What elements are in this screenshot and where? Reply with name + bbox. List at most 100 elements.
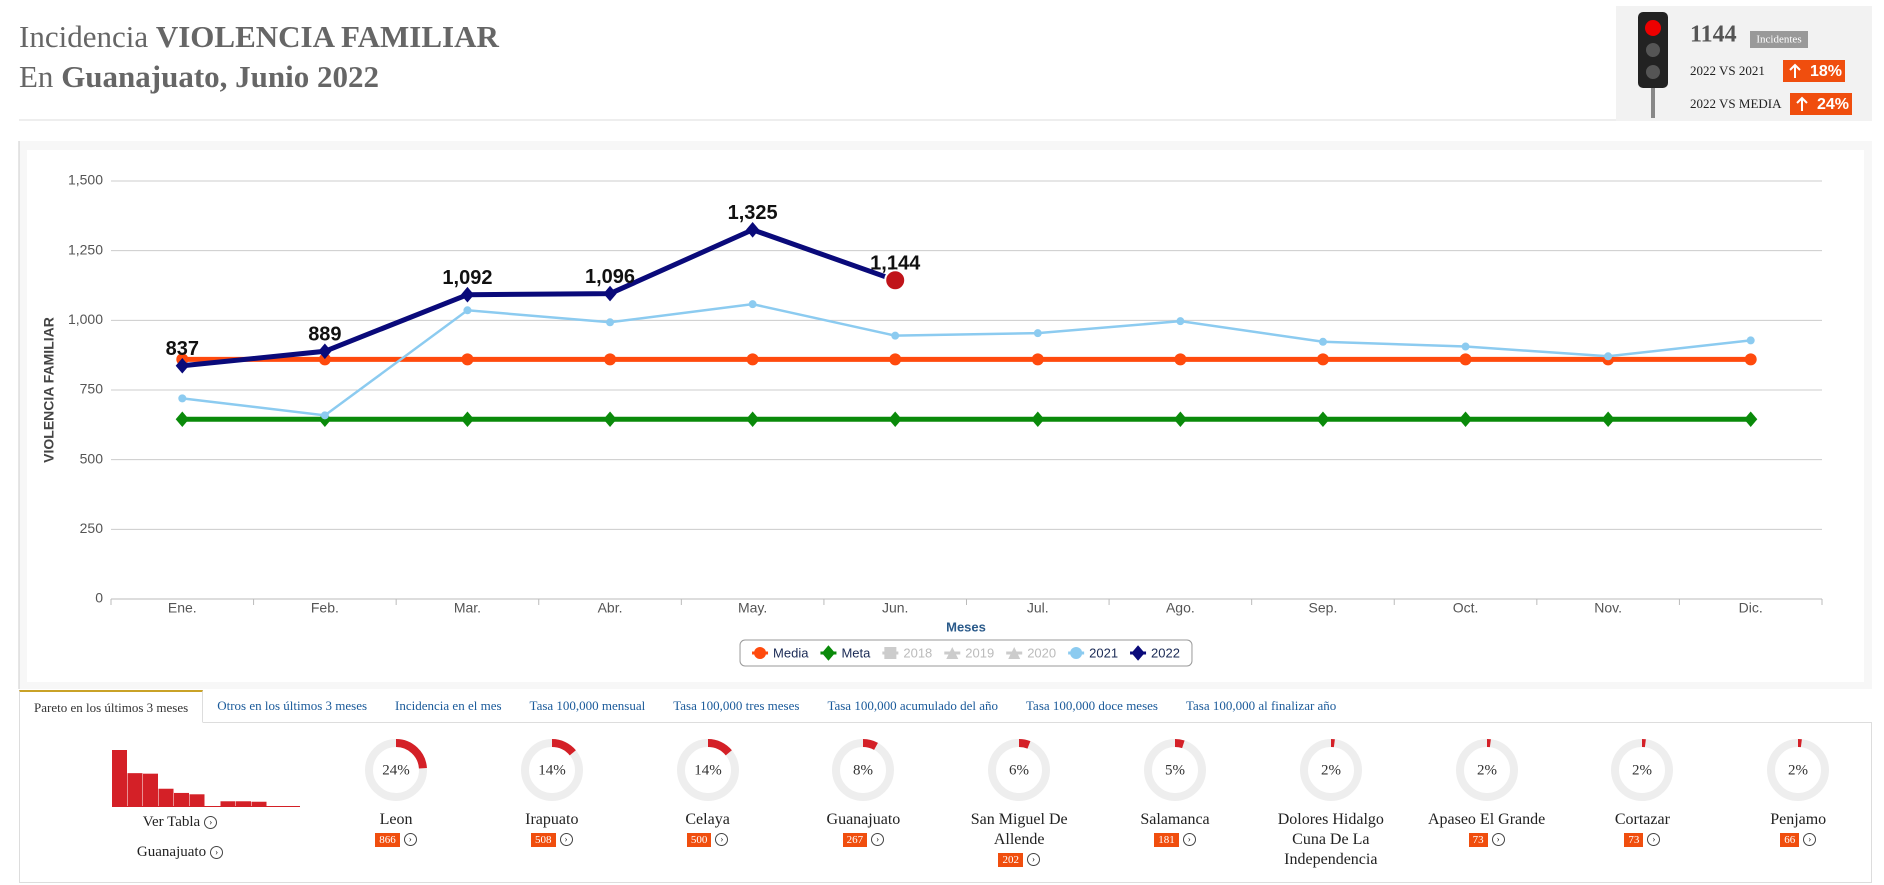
marker [1318, 337, 1327, 346]
pareto-item: 6% San Miguel De Allende 202 › [949, 734, 1089, 868]
light-yellow [1646, 43, 1660, 57]
data-label: 1,144 [870, 252, 921, 274]
x-tick-label: Feb. [311, 600, 339, 616]
y-tick-label: 750 [80, 381, 104, 397]
mini-bar [158, 788, 174, 806]
legend-label: Media [773, 645, 809, 660]
marker [1316, 411, 1330, 428]
marker [746, 353, 759, 366]
tab[interactable]: Pareto en los últimos 3 meses [19, 690, 204, 723]
link-icon: › [1026, 852, 1040, 866]
tab[interactable]: Tasa 100,000 al finalizar año [1185, 698, 1337, 713]
legend-label: 2018 [903, 645, 932, 660]
marker [1601, 411, 1615, 428]
count-row[interactable]: 866 › [375, 830, 417, 848]
count-badge: 866 [375, 833, 400, 847]
pareto-item: 2% Cortazar 73 › [1572, 734, 1712, 848]
count-row[interactable]: 181 › [1154, 830, 1196, 848]
marker [1031, 353, 1044, 366]
count-badge: 500 [686, 833, 712, 847]
count-row[interactable]: 202 › [998, 850, 1040, 868]
marker [603, 285, 617, 302]
item-name: San Miguel De Allende [970, 811, 1068, 848]
marker [175, 357, 189, 374]
marker [1031, 411, 1045, 428]
donut-label: 2% [1321, 762, 1341, 778]
up-arrow [1796, 96, 1808, 111]
link-icon: › [559, 832, 573, 846]
data-label: 1,096 [585, 266, 635, 288]
total-badge [1750, 31, 1808, 48]
marker [318, 343, 332, 360]
tab[interactable]: Otros en los últimos 3 meses [217, 698, 368, 713]
tab[interactable]: Tasa 100,000 mensual [529, 698, 646, 713]
pareto-item: 2% Dolores Hidalgo Cuna De La Independenc… [1261, 734, 1401, 870]
link[interactable]: Ver Tabla › [100, 814, 260, 831]
x-tick-label: Nov. [1594, 600, 1622, 616]
item-name: Penjamo [1770, 811, 1827, 828]
mini-bars [112, 750, 300, 807]
tab[interactable]: Tasa 100,000 doce meses [1026, 698, 1158, 713]
x-tick-label: Abr. [598, 600, 623, 616]
donut-arc [863, 739, 879, 750]
link-icon: › [1647, 832, 1661, 846]
tab[interactable]: Tasa 100,000 tres meses [673, 698, 800, 713]
mini-bar [174, 792, 189, 806]
marker [748, 300, 757, 309]
legend-box [739, 639, 1193, 667]
title-prefix: Incidencia [19, 19, 148, 54]
compare1-label: 2022 VS 2021 [1690, 63, 1765, 78]
marker [1459, 353, 1472, 366]
tab[interactable]: Incidencia en el mes [395, 698, 502, 713]
marker [891, 331, 900, 340]
mini-bar [112, 750, 127, 806]
marker [1176, 317, 1185, 326]
item-name: Salamanca [1140, 811, 1210, 828]
marker [746, 411, 760, 428]
light-pole [1651, 60, 1655, 118]
link[interactable]: Guanajuato › [100, 844, 260, 861]
tab[interactable]: Tasa 100,000 acumulado del año [827, 698, 999, 713]
count-row[interactable]: 500 › [686, 830, 729, 848]
marker [606, 318, 615, 327]
tab-bar: Pareto en los últimos 3 meses Otros en lo… [19, 690, 1872, 723]
donut-label: 6% [1009, 762, 1029, 778]
count-row[interactable]: 267 › [842, 830, 885, 848]
donut: 5% [1144, 739, 1206, 801]
indicator-total: 1144 [1690, 22, 1737, 48]
donut: 14% [520, 739, 583, 801]
count-row[interactable]: 508 › [531, 830, 573, 848]
donut-arc [551, 739, 576, 756]
donut: 24% [365, 739, 427, 801]
item-name: Celaya [685, 811, 730, 828]
light-red [1645, 20, 1661, 36]
marker [1174, 353, 1187, 366]
count-badge: 66 [1780, 833, 1800, 847]
count-row[interactable]: 73 › [1468, 830, 1505, 848]
item-name: Leon [379, 811, 413, 828]
pareto-panel: Ver Tabla › Guanajuato › 24% Leon 866 › 14% Irapu… [19, 722, 1872, 883]
mini-bar [189, 794, 205, 806]
item-name: Guanajuato [826, 811, 901, 828]
pareto-item: 2% Penjamo 66 › [1728, 734, 1868, 848]
link-text: Guanajuato [136, 844, 207, 860]
legend-label: 2020 [1027, 645, 1056, 660]
x-tick-label: Ene. [168, 600, 197, 616]
marker [1604, 352, 1613, 361]
mini-bar [220, 801, 236, 806]
current-point [884, 269, 907, 292]
count-row[interactable]: 73 › [1624, 830, 1661, 848]
count-badge: 202 [998, 853, 1023, 867]
donut-label: 24% [382, 762, 410, 778]
marker [460, 286, 475, 303]
marker [175, 411, 189, 428]
y-axis-label: VIOLENCIA FAMILIAR [41, 317, 57, 463]
marker [318, 353, 331, 366]
item-name: Dolores Hidalgo Cuna De La Independencia [1277, 811, 1384, 868]
count-row[interactable]: 66 › [1780, 830, 1817, 848]
donut: 2% [1611, 739, 1674, 801]
compare2-value: 24% [1817, 96, 1849, 113]
link-icon: › [715, 832, 729, 846]
legend-label: 2022 [1151, 645, 1180, 660]
